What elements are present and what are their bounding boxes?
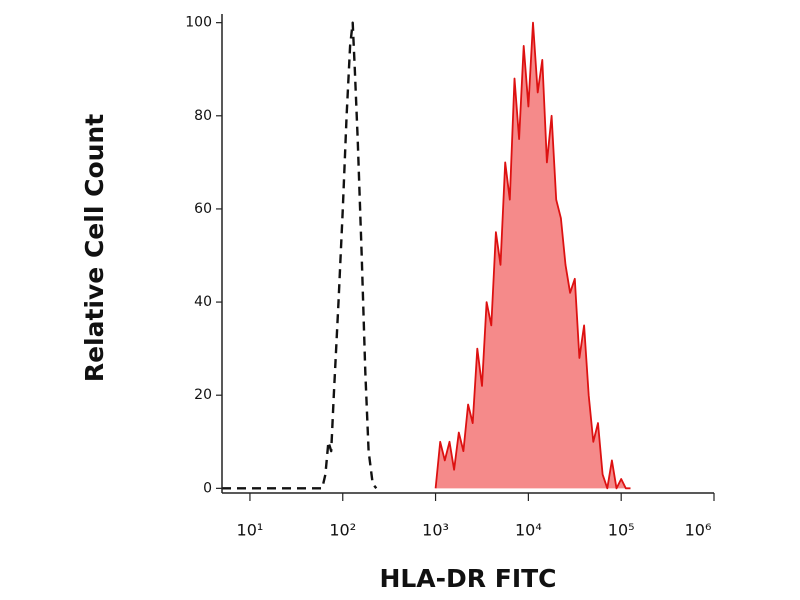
series-line [222, 21, 378, 490]
y-tick-label: 40 [194, 294, 212, 310]
y-axis-title: Relative Cell Count [80, 114, 109, 382]
y-tick-label: 60 [194, 201, 212, 217]
x-axis-title: HLA-DR FITC [379, 564, 556, 593]
y-tick-label: 0 [203, 480, 212, 496]
series-line [434, 21, 631, 490]
x-tick-label: 10⁵ [608, 521, 635, 540]
y-tick-label: 20 [194, 387, 212, 403]
x-tick-label: 10⁶ [685, 521, 712, 540]
x-tick-label: 10⁴ [515, 521, 542, 540]
y-tick-label: 80 [194, 108, 212, 124]
x-tick-label: 10³ [422, 521, 449, 540]
x-tick-label: 10² [329, 521, 356, 540]
x-tick-label: 10¹ [237, 521, 264, 540]
series-area [435, 22, 631, 489]
y-tick-label: 100 [185, 15, 212, 31]
